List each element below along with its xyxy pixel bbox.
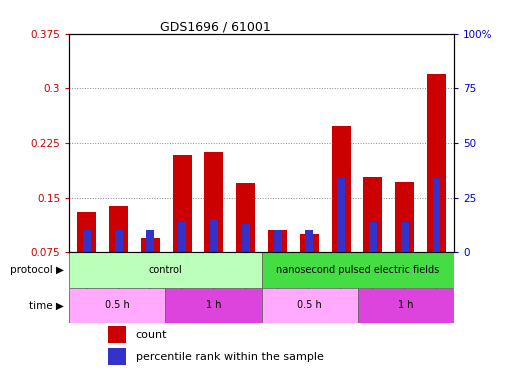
Bar (358, 288, 454, 323)
Text: 1 h: 1 h (206, 300, 221, 310)
Bar (165, 288, 262, 323)
Bar (77, 212, 96, 252)
Bar (236, 183, 255, 252)
Bar (210, 219, 218, 252)
Bar (337, 178, 345, 252)
Text: 0.5 h: 0.5 h (105, 300, 130, 310)
Bar (109, 206, 128, 252)
Text: protocol ▶: protocol ▶ (10, 265, 64, 275)
Bar (83, 230, 91, 252)
Bar (331, 126, 351, 252)
Bar (204, 152, 224, 252)
Text: control: control (149, 265, 182, 275)
Bar (262, 252, 454, 288)
Bar (363, 177, 383, 252)
Bar (69, 288, 165, 323)
Bar (69, 252, 262, 288)
Bar (305, 230, 313, 252)
Text: count: count (136, 330, 167, 340)
Bar (427, 74, 446, 252)
Text: time ▶: time ▶ (29, 300, 64, 310)
Bar (262, 288, 358, 323)
Text: 1 h: 1 h (398, 300, 413, 310)
Bar (432, 178, 441, 252)
Bar (395, 182, 415, 252)
Bar (273, 230, 282, 252)
Bar (108, 326, 126, 343)
Text: GDS1696 / 61001: GDS1696 / 61001 (160, 21, 271, 34)
Bar (146, 230, 154, 252)
Bar (178, 222, 186, 252)
Text: nanosecond pulsed electric fields: nanosecond pulsed electric fields (276, 265, 440, 275)
Bar (114, 230, 123, 252)
Bar (268, 230, 287, 252)
Bar (401, 222, 409, 252)
Bar (300, 234, 319, 252)
Bar (369, 222, 377, 252)
Bar (172, 155, 192, 252)
Bar (108, 348, 126, 365)
Bar (141, 238, 160, 252)
Text: 0.5 h: 0.5 h (298, 300, 322, 310)
Text: percentile rank within the sample: percentile rank within the sample (136, 352, 324, 362)
Bar (242, 224, 250, 252)
